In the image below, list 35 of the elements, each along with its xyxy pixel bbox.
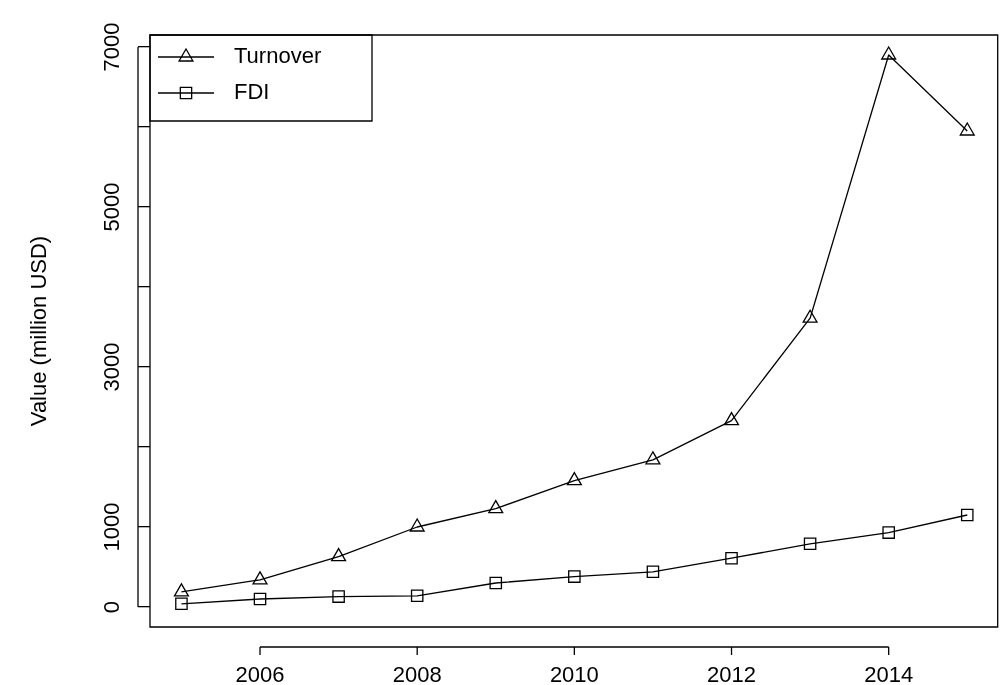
point (960, 508, 974, 522)
point (252, 571, 268, 585)
y-tick-label: 3000 (99, 342, 125, 392)
point (568, 570, 581, 583)
point (881, 46, 897, 60)
x-tick-label: 2006 (235, 662, 285, 685)
point (331, 547, 347, 562)
x-tick-label: 2008 (392, 662, 442, 685)
point (566, 471, 582, 486)
point (959, 122, 975, 136)
point (646, 565, 660, 579)
point (803, 537, 817, 551)
point (802, 309, 818, 323)
point (253, 592, 267, 606)
y-axis-title: Value (million USD) (26, 235, 52, 427)
x-tick-label: 2014 (864, 662, 914, 685)
point (332, 590, 345, 603)
point (725, 551, 738, 565)
legend-label: Turnover (234, 43, 322, 69)
legend-label: FDI (234, 79, 270, 105)
point (409, 518, 425, 532)
point (723, 411, 740, 426)
point (489, 576, 503, 590)
point (882, 526, 895, 539)
y-tick-label: 5000 (99, 182, 125, 232)
y-tick-label: 0 (99, 600, 125, 614)
point (173, 583, 190, 597)
y-tick-label: 7000 (99, 22, 125, 72)
point (645, 451, 661, 465)
point (488, 499, 504, 514)
point (175, 597, 188, 611)
x-tick-label: 2010 (549, 662, 599, 685)
point (410, 589, 424, 603)
y-tick-label: 1000 (99, 502, 125, 552)
x-tick-label: 2012 (707, 662, 756, 685)
